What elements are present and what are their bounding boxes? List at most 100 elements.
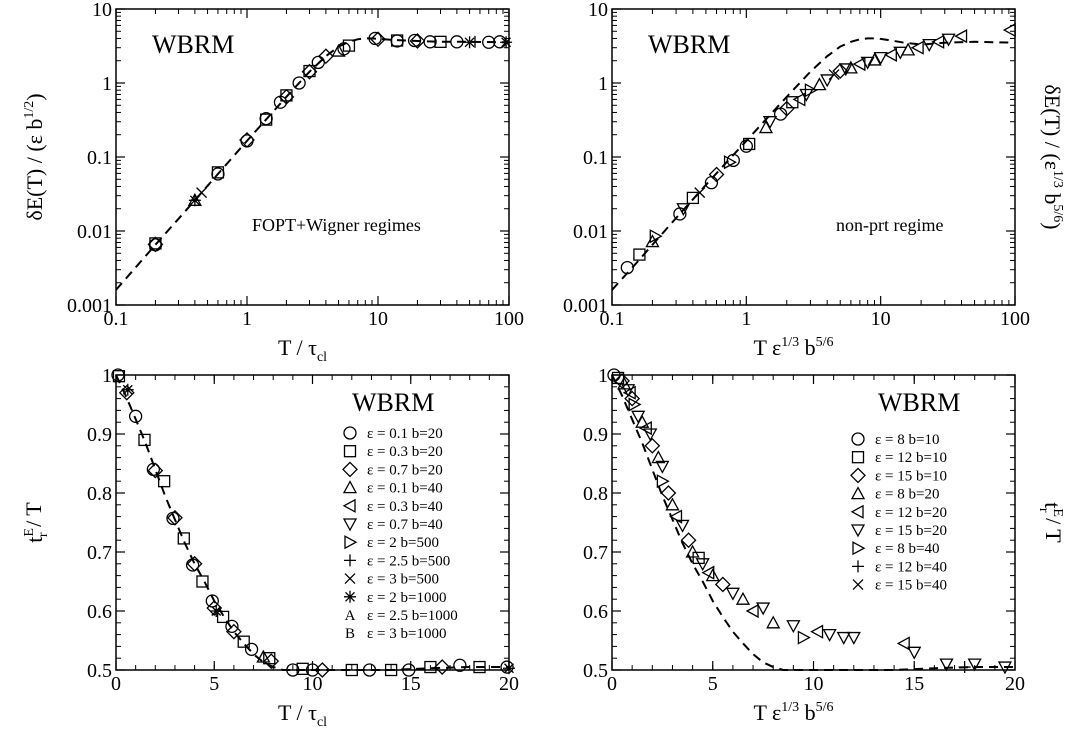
regime-annotation: non-prt regime xyxy=(836,215,943,235)
data-point xyxy=(362,663,377,677)
data-point xyxy=(482,35,496,49)
legend-label: ε = 15 b=10 xyxy=(875,468,947,484)
y-axis-label-right-sup2: 5/6 xyxy=(1050,204,1065,222)
data-point xyxy=(147,236,164,253)
y-axis-label-right: tEr / T xyxy=(1036,502,1066,543)
x-axis-label: T ε1/3 b5/6 xyxy=(753,700,833,725)
legend-marker: A xyxy=(345,608,356,624)
data-point xyxy=(967,658,982,672)
data-point xyxy=(792,92,806,107)
data-point xyxy=(500,660,514,674)
legend-label: ε = 2 b=500 xyxy=(367,535,439,551)
legend: ε = 0.1 b=20 ε = 0.3 b=20 ε = 0.7 b=20 ε = … xyxy=(342,426,458,642)
legend-entry: ε = 0.7 b=40 xyxy=(342,517,443,533)
y-axis-label-close: ) xyxy=(22,93,47,100)
dashed-curve xyxy=(115,374,509,671)
x-tick-label: 0 xyxy=(607,673,617,695)
legend-marker xyxy=(343,426,357,440)
y-axis-label-right-pre: t xyxy=(1040,502,1065,508)
legend-label: ε = 2.5 b=500 xyxy=(367,553,450,569)
legend-marker xyxy=(344,590,356,603)
data-point xyxy=(237,635,250,648)
data-point xyxy=(434,35,447,48)
legend-marker xyxy=(850,504,864,519)
data-point xyxy=(797,630,811,645)
y-tick-label: 0.1 xyxy=(87,147,112,169)
data-point xyxy=(225,623,242,640)
legend-marker xyxy=(850,524,866,538)
y-tick-label: 0.6 xyxy=(87,601,112,623)
data-point xyxy=(838,63,853,77)
data-point xyxy=(675,519,690,533)
data-point xyxy=(500,36,513,49)
data-point xyxy=(643,428,658,442)
data-point xyxy=(128,409,143,423)
y-axis-label-pre: t xyxy=(22,537,47,543)
data-point xyxy=(503,662,515,675)
data-point xyxy=(621,384,636,398)
data-point xyxy=(804,83,818,98)
legend-entry: ε = 15 b=20 xyxy=(850,523,947,539)
legend-entry: ε = 8 b=20 xyxy=(850,486,939,503)
legend-label: ε = 0.7 b=40 xyxy=(367,517,443,533)
data-point xyxy=(910,40,924,55)
legend-marker xyxy=(342,498,356,513)
legend-marker xyxy=(342,480,358,494)
data-point xyxy=(708,166,725,183)
data-point xyxy=(954,29,968,44)
x-tick-label: 100 xyxy=(494,308,524,330)
x-axis-label-sup2: 5/6 xyxy=(816,700,834,715)
legend-entry: ε = 12 b=20 xyxy=(850,504,947,521)
panel-tag: WBRM xyxy=(152,30,234,59)
y-tick-label: 0.001 xyxy=(67,295,112,317)
data-point xyxy=(686,191,700,205)
legend-entry: ε = 12 b=40 xyxy=(852,559,947,575)
legend-label: ε = 0.1 b=40 xyxy=(367,481,443,497)
x-axis-label-sub: cl xyxy=(317,715,327,730)
data-point xyxy=(739,139,753,153)
data-point xyxy=(402,663,416,677)
data-markers xyxy=(147,31,513,253)
legend-label: ε = 2.5 b=1000 xyxy=(367,608,458,624)
y-tick-label: 10 xyxy=(92,0,112,21)
data-point xyxy=(907,646,922,660)
x-tick-label: 20 xyxy=(499,673,519,695)
data-point xyxy=(799,88,814,102)
data-point xyxy=(177,532,190,545)
y-axis-label-right-close: ) xyxy=(1040,222,1065,229)
data-point xyxy=(660,485,677,501)
legend-entry: ε = 0.1 b=40 xyxy=(342,480,443,497)
data-point xyxy=(331,43,346,57)
legend-label: ε = 12 b=20 xyxy=(875,505,947,521)
data-point xyxy=(278,88,295,105)
data-point xyxy=(820,74,835,88)
y-axis-label: tEr / T xyxy=(21,502,51,543)
y-tick-label: 0.1 xyxy=(583,147,608,169)
data-point xyxy=(656,474,670,489)
y-axis-label-main: δE(T) / (ε b xyxy=(22,119,47,221)
x-axis-label: T / τcl xyxy=(278,700,327,730)
data-point xyxy=(665,497,680,511)
legend-marker xyxy=(852,541,866,556)
data-point xyxy=(186,555,203,572)
regime-annotation: FOPT+Wigner regimes xyxy=(252,215,421,235)
legend-entry: ε = 0.7 b=20 xyxy=(342,461,443,478)
data-point xyxy=(745,603,759,619)
legend-marker xyxy=(852,579,864,591)
data-point xyxy=(301,63,318,80)
data-point xyxy=(390,34,404,47)
data-point xyxy=(694,187,706,199)
data-point xyxy=(147,462,164,479)
data-point xyxy=(620,260,634,275)
data-point xyxy=(225,619,239,633)
legend-label: ε = 0.3 b=20 xyxy=(367,444,443,460)
data-point xyxy=(468,35,481,48)
data-point xyxy=(624,390,641,407)
y-axis-label-sup: 1/2 xyxy=(22,101,37,119)
panel-top-left: 0.1 1 10 100 0.001 0.01 0.1 1 10 WBRM FOPT+Wigner … xyxy=(22,0,524,365)
data-point xyxy=(832,63,849,79)
data-point xyxy=(743,137,756,151)
